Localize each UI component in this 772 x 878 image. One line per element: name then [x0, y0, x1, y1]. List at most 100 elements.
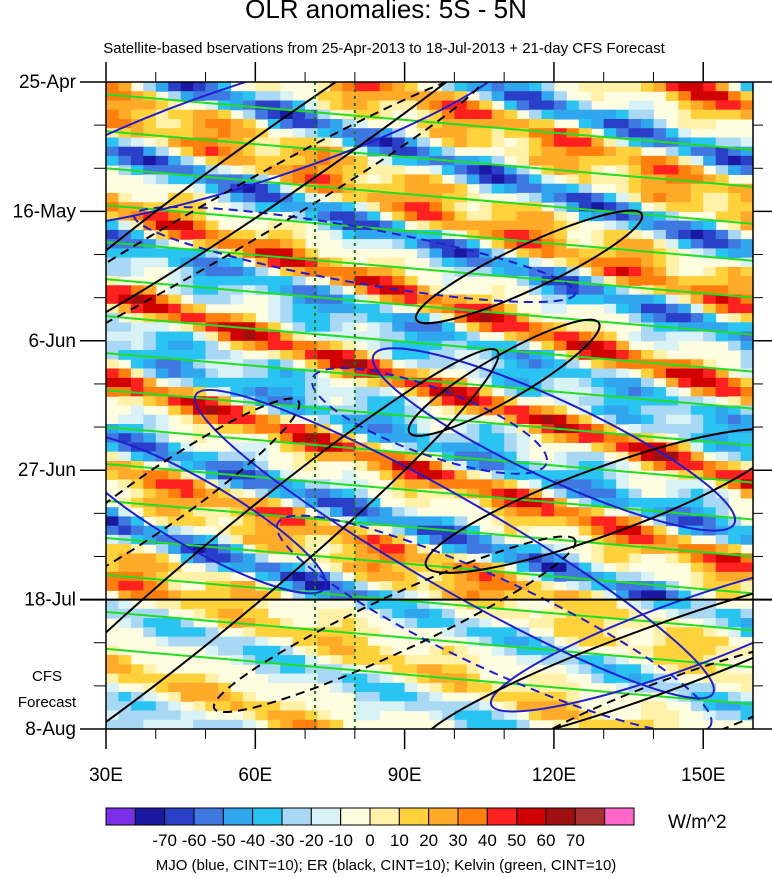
heat-cell	[317, 479, 331, 490]
heat-cell	[504, 719, 518, 729]
heat-cell	[354, 525, 368, 536]
heat-cell	[628, 488, 642, 499]
heat-cell	[392, 340, 406, 351]
heat-cell	[255, 636, 269, 647]
heat-cell	[665, 257, 679, 268]
heat-cell	[417, 461, 431, 471]
heat-cell	[641, 368, 654, 379]
heat-cell	[616, 82, 630, 92]
heat-cell	[454, 128, 468, 138]
heat-cell	[591, 405, 605, 416]
heat-cell	[255, 174, 269, 185]
heat-cell	[479, 442, 493, 453]
heat-cell	[130, 525, 144, 536]
heat-cell	[354, 155, 368, 166]
heat-cell	[740, 470, 753, 480]
heat-cell	[168, 692, 182, 702]
heat-cell	[479, 359, 493, 370]
heat-cell	[280, 424, 294, 434]
heat-cell	[143, 534, 157, 545]
heat-cell	[267, 488, 281, 499]
heat-cell	[218, 692, 231, 702]
heat-cell	[218, 119, 231, 129]
heat-cell	[566, 276, 580, 286]
heat-cell	[342, 239, 356, 249]
heat-cell	[404, 239, 418, 249]
heat-cell	[529, 229, 542, 240]
heat-cell	[106, 322, 119, 333]
heat-cell	[292, 525, 306, 536]
heat-cell	[242, 322, 256, 333]
heat-cell	[740, 331, 753, 342]
heat-cell	[491, 313, 505, 323]
heat-cell	[678, 359, 692, 370]
heat-cell	[155, 424, 169, 434]
heat-cell	[118, 294, 132, 305]
heat-cell	[641, 211, 654, 222]
heat-cell	[330, 91, 343, 101]
heat-cell	[653, 257, 667, 268]
heat-cell	[566, 340, 580, 351]
heat-cell	[603, 368, 617, 379]
heat-cell	[703, 636, 717, 647]
heat-cell	[616, 183, 630, 194]
heat-cell	[193, 636, 207, 647]
heat-cell	[429, 682, 443, 693]
heat-cell	[641, 285, 654, 296]
heat-cell	[118, 507, 132, 517]
heat-cell	[230, 119, 244, 129]
heat-cell	[740, 442, 753, 453]
heat-cell	[504, 211, 518, 222]
heat-cell	[193, 331, 207, 342]
er-contour	[418, 569, 753, 729]
heat-cell	[641, 119, 654, 129]
heat-cell	[404, 350, 418, 360]
heat-cell	[690, 359, 704, 370]
heat-cell	[330, 303, 343, 314]
heat-cell	[466, 479, 480, 490]
heat-cell	[553, 553, 567, 564]
heat-cell	[566, 266, 580, 277]
heat-cell	[242, 109, 256, 120]
heat-cell	[267, 331, 281, 342]
heat-cell	[715, 442, 729, 453]
er-contour	[489, 634, 753, 729]
heat-cell	[379, 257, 393, 268]
heat-cell	[292, 534, 306, 545]
heat-cell	[180, 220, 194, 231]
heat-cell	[740, 488, 753, 499]
colorbar-label: 70	[566, 831, 585, 850]
heat-cell	[230, 451, 244, 462]
heat-cell	[740, 553, 753, 564]
heat-cell	[454, 183, 468, 194]
heat-cell	[529, 239, 542, 249]
heat-cell	[106, 109, 119, 120]
heat-cell	[168, 701, 182, 712]
heat-cell	[690, 119, 704, 129]
heat-cell	[118, 285, 132, 296]
heat-cell	[529, 516, 542, 527]
heat-cell	[392, 368, 406, 379]
heat-cell	[479, 571, 493, 582]
heat-cell	[715, 91, 729, 101]
heat-cell	[193, 433, 207, 443]
heat-cell	[628, 239, 642, 249]
heat-cell	[429, 534, 443, 545]
heat-cell	[529, 571, 542, 582]
heat-cell	[106, 220, 119, 231]
heat-cell	[529, 359, 542, 370]
heat-cell	[267, 627, 281, 638]
heat-cell	[230, 128, 244, 138]
heat-cell	[255, 710, 269, 721]
heat-cell	[118, 257, 132, 268]
heat-cell	[193, 220, 207, 231]
heat-cell	[180, 682, 194, 693]
heat-cell	[106, 340, 119, 351]
heat-cell	[728, 451, 742, 462]
heat-cell	[591, 599, 605, 610]
heat-cell	[305, 525, 319, 536]
heat-cell	[292, 488, 306, 499]
heat-cell	[417, 192, 431, 203]
heat-cell	[342, 544, 356, 554]
heat-cell	[392, 553, 406, 564]
